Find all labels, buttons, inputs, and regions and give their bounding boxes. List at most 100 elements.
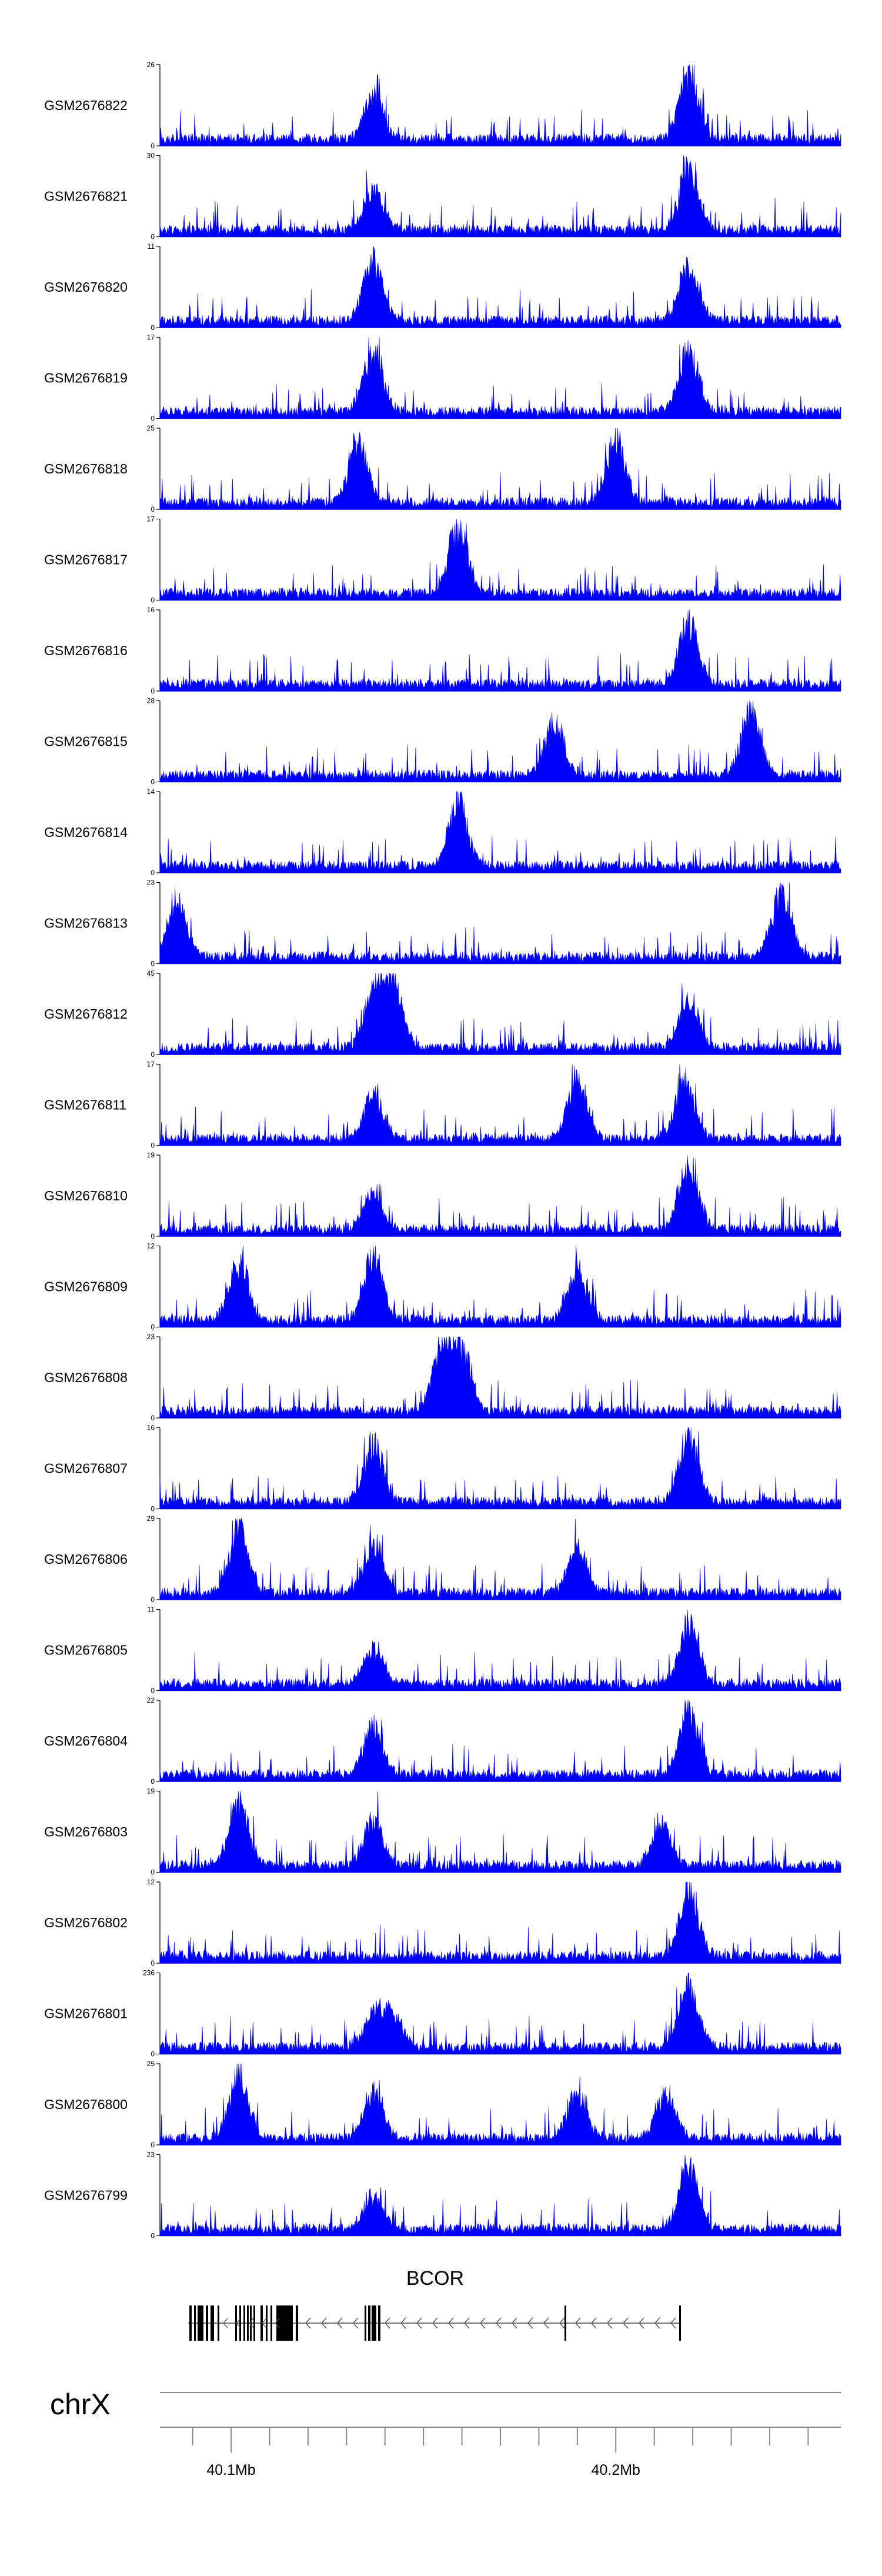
strand-arrow	[512, 2317, 517, 2329]
y-min-label: 0	[151, 1596, 155, 1604]
coverage-area	[159, 1154, 841, 1237]
coverage-track: GSM2676807 16 0	[44, 1424, 841, 1513]
track-label: GSM2676806	[44, 1551, 128, 1567]
strand-arrow	[262, 2318, 267, 2328]
strand-arrow	[416, 2317, 422, 2329]
strand-arrow	[623, 2317, 629, 2329]
coverage-area	[159, 1518, 841, 1600]
coverage-area	[159, 1700, 841, 1782]
y-min-label: 0	[151, 1687, 155, 1695]
coverage-area	[159, 337, 841, 419]
coverage-area	[159, 1246, 841, 1327]
track-label: GSM2676811	[44, 1097, 126, 1113]
coverage-area	[159, 64, 841, 146]
track-label: GSM2676814	[44, 825, 128, 840]
strand-arrow	[385, 2317, 390, 2329]
gene-exon	[378, 2305, 380, 2341]
track-label: GSM2676818	[44, 461, 128, 476]
strand-arrow	[249, 2318, 254, 2328]
coverage-track: GSM2676820 11 0	[44, 242, 841, 332]
strand-arrow	[575, 2317, 581, 2329]
gene-exon	[266, 2305, 268, 2341]
coverage-track: GSM2676806 29 0	[44, 1514, 841, 1604]
coverage-track: GSM2676811 17 0	[44, 1060, 841, 1150]
y-max-label: 30	[147, 152, 155, 160]
strand-arrow	[321, 2317, 327, 2329]
y-min-label: 0	[151, 2050, 155, 2058]
y-min-label: 0	[151, 869, 155, 877]
y-max-label: 11	[148, 1606, 155, 1614]
track-label: GSM2676819	[44, 371, 128, 386]
y-max-label: 17	[147, 1060, 155, 1069]
y-max-label: 26	[147, 61, 155, 69]
gene-exon	[564, 2305, 566, 2341]
strand-arrow	[432, 2317, 438, 2329]
coverage-track: GSM2676815 28 0	[44, 697, 841, 786]
y-min-label: 0	[151, 1050, 155, 1059]
y-max-label: 12	[147, 1878, 155, 1886]
gene-exon	[296, 2305, 298, 2341]
y-min-label: 0	[151, 687, 155, 695]
y-min-label: 0	[151, 415, 155, 423]
coverage-area	[159, 791, 841, 873]
gene-exon	[250, 2305, 252, 2341]
coverage-track: GSM2676801 236 0	[44, 1969, 841, 2058]
y-max-label: 29	[147, 1514, 155, 1523]
strand-arrow	[400, 2317, 406, 2329]
track-label: GSM2676821	[44, 189, 128, 204]
y-max-label: 12	[147, 1242, 155, 1250]
y-max-label: 17	[147, 333, 155, 342]
y-min-label: 0	[151, 233, 155, 241]
tracks-layer: GSM2676822260GSM2676821300GSM2676820110G…	[44, 61, 841, 2240]
y-max-label: 45	[147, 969, 155, 977]
coverage-area	[159, 609, 841, 692]
coverage-area	[159, 1064, 841, 1146]
y-min-label: 0	[151, 323, 155, 332]
y-max-label: 14	[147, 788, 155, 796]
chromosome-label: chrX	[50, 2388, 111, 2421]
coverage-area	[159, 700, 841, 782]
strand-arrow	[353, 2317, 359, 2329]
y-min-label: 0	[151, 1777, 155, 1786]
y-min-label: 0	[151, 1505, 155, 1513]
coverage-track: GSM2676799 23 0	[44, 2151, 841, 2240]
y-max-label: 23	[147, 2151, 155, 2159]
coverage-track: GSM2676814 14 0	[44, 788, 841, 877]
track-label: GSM2676812	[44, 1006, 128, 1022]
track-label: GSM2676810	[44, 1188, 128, 1203]
track-label: GSM2676817	[44, 552, 128, 568]
track-label: GSM2676799	[44, 2188, 128, 2203]
strand-arrow	[275, 2318, 280, 2328]
strand-arrow	[607, 2317, 613, 2329]
strand-arrow	[527, 2317, 533, 2329]
strand-arrow	[464, 2317, 470, 2329]
track-label: GSM2676803	[44, 1824, 128, 1840]
y-max-label: 17	[147, 515, 155, 523]
y-max-label: 23	[147, 1333, 155, 1341]
coverage-track: GSM2676819 17 0	[44, 333, 841, 423]
y-max-label: 11	[148, 242, 155, 251]
gene-exon	[243, 2305, 245, 2341]
y-min-label: 0	[151, 1323, 155, 1332]
coverage-area	[159, 1881, 841, 1964]
coverage-track: GSM2676804 22 0	[44, 1696, 841, 1786]
gene-exon	[260, 2305, 263, 2341]
y-max-label: 19	[147, 1787, 155, 1796]
gene-exon	[368, 2305, 370, 2341]
strand-arrow	[591, 2317, 597, 2329]
y-max-label: 25	[147, 424, 155, 432]
y-max-label: 16	[147, 606, 155, 614]
y-min-label: 0	[151, 1868, 155, 1877]
strand-arrow	[305, 2317, 311, 2329]
coverage-track: GSM2676817 17 0	[44, 515, 841, 605]
x-tick-label: 40.2Mb	[592, 2462, 640, 2478]
gene-exon	[247, 2305, 249, 2341]
y-min-label: 0	[151, 2232, 155, 2240]
strand-arrow	[543, 2317, 549, 2329]
coverage-track: GSM2676808 23 0	[44, 1333, 841, 1422]
coverage-track: GSM2676800 25 0	[44, 2060, 841, 2149]
strand-arrow	[236, 2318, 241, 2328]
y-min-label: 0	[151, 596, 155, 605]
y-min-label: 0	[151, 1142, 155, 1150]
